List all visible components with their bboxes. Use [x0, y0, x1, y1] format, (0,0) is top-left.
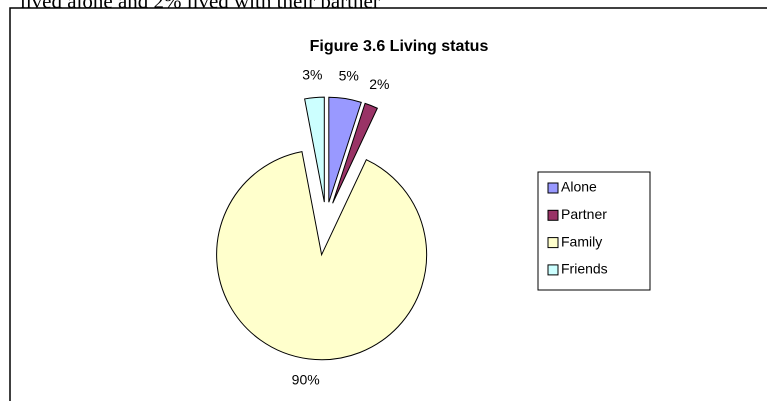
pie-slice [332, 102, 378, 204]
data-label: 2% [369, 76, 389, 92]
legend-swatch [547, 209, 559, 221]
pie-slice [216, 150, 428, 361]
legend-swatch [547, 264, 559, 276]
legend-swatch [547, 182, 559, 194]
data-label: 90% [292, 371, 320, 387]
legend-swatch [547, 237, 559, 249]
data-label: 5% [339, 67, 359, 83]
data-label: 3% [302, 66, 322, 82]
pie-slice [304, 96, 325, 203]
legend-label: Friends [561, 261, 608, 277]
legend-label: Alone [561, 179, 597, 195]
legend-label: Family [561, 233, 602, 249]
chart-title: Figure 3.6 Living status [310, 38, 489, 55]
legend-label: Partner [561, 206, 607, 222]
pie-slice [328, 96, 362, 203]
